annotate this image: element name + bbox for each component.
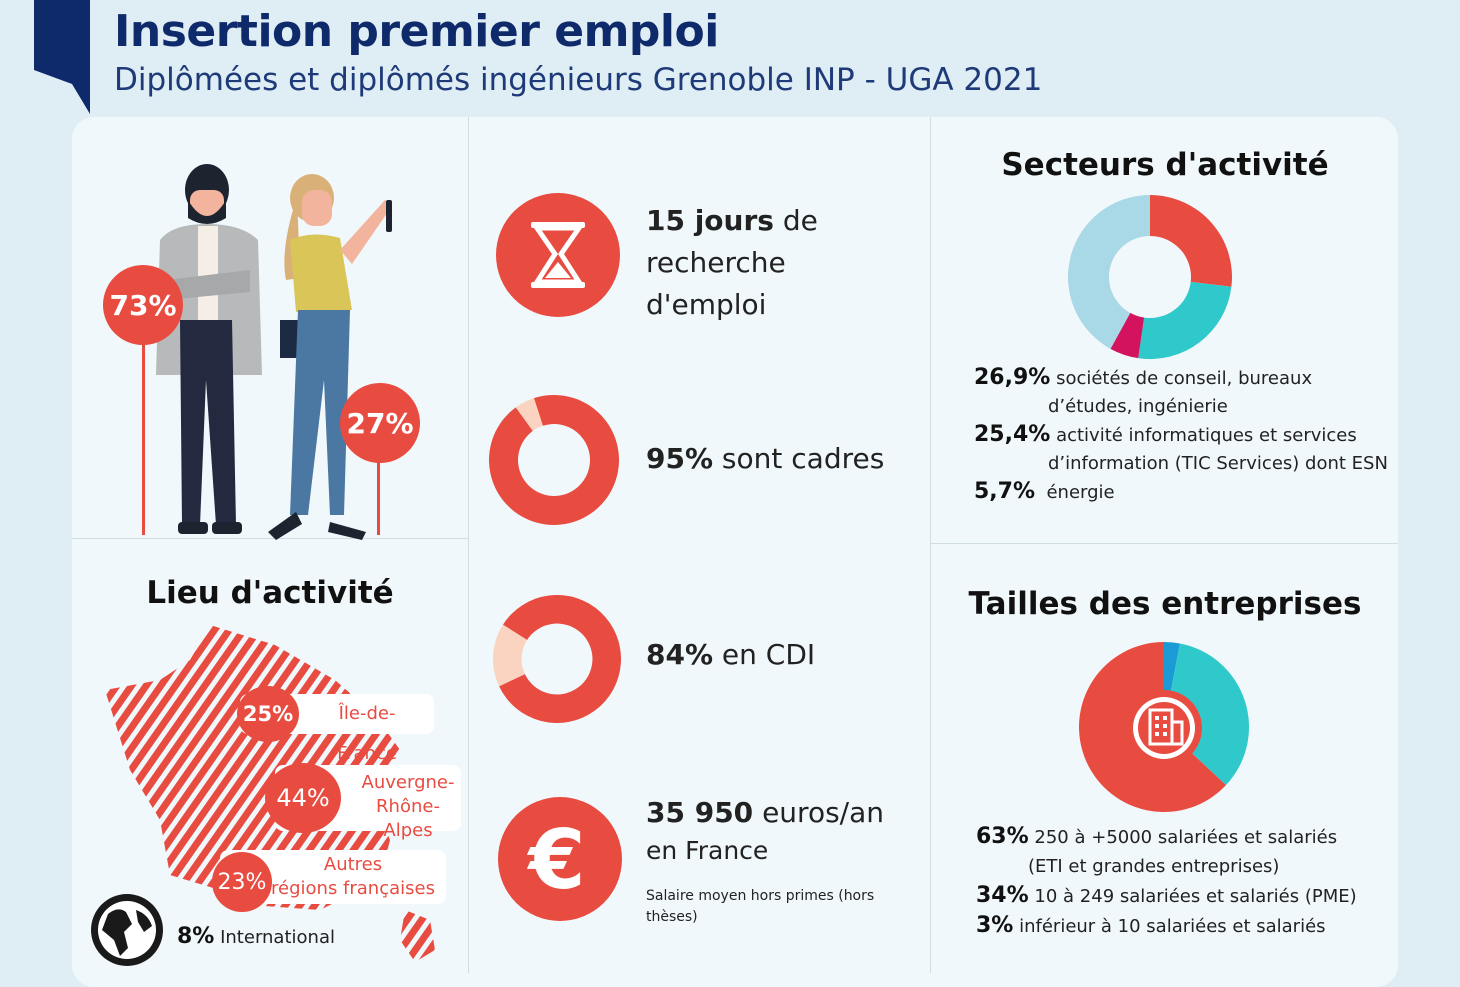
- salary-line2: en France: [646, 836, 769, 865]
- autres-label-2: régions françaises: [271, 878, 435, 899]
- search-days: 15 jours: [646, 204, 774, 237]
- ile-de-france-badge: 25%: [237, 686, 299, 742]
- autres-regions-badge: 23%: [212, 852, 272, 912]
- secteur-3-line1: énergie: [1046, 482, 1115, 503]
- secteur-3-pct: 5,7%: [974, 479, 1036, 504]
- svg-text:€: €: [526, 813, 585, 908]
- header-flag-icon: [34, 0, 90, 114]
- cdi-pct: 84%: [646, 638, 714, 671]
- cadres-pct: 95%: [646, 442, 714, 475]
- international-pct: 8%: [177, 924, 215, 949]
- cdi-donut: [493, 595, 622, 724]
- salary-amount: 35 950: [646, 796, 754, 829]
- international-label: International: [220, 927, 335, 948]
- secteur-2-line1: activité informatiques et services: [1056, 425, 1357, 446]
- cadres-label: sont cadres: [713, 442, 885, 475]
- secteur-slice-3: [1110, 312, 1145, 359]
- taille-1-line1: 250 à +5000 salariées et salariés: [1034, 827, 1338, 848]
- taille-3-pct: 3%: [976, 913, 1014, 938]
- salary-note-2: thèses): [646, 909, 698, 925]
- secteur-2-pct: 25,4%: [974, 422, 1051, 447]
- page-subtitle: Diplômées et diplômés ingénieurs Grenobl…: [114, 62, 1043, 98]
- secteur-1-line1: sociétés de conseil, bureaux: [1056, 368, 1313, 389]
- secteur-slice-1: [1150, 195, 1232, 287]
- men-percent-badge: 73%: [103, 265, 183, 345]
- lieu-title: Lieu d'activité: [146, 575, 394, 611]
- secteur-1-pct: 26,9%: [974, 365, 1051, 390]
- secteurs-title: Secteurs d'activité: [1001, 147, 1329, 183]
- women-percent-badge: 27%: [340, 383, 420, 463]
- salary-unit: euros/an: [753, 796, 884, 829]
- search-de: de: [773, 204, 818, 237]
- cdi-label: en CDI: [713, 638, 816, 671]
- page-title: Insertion premier emploi: [114, 6, 719, 57]
- euro-icon: €: [498, 797, 622, 921]
- search-line2: recherche: [646, 246, 786, 279]
- tailles-title: Tailles des entreprises: [968, 586, 1362, 622]
- cdi-slice-1: [499, 595, 622, 724]
- auvergne-label-1: Auvergne-: [361, 772, 455, 793]
- autres-label-1: Autres: [323, 854, 383, 875]
- auvergne-badge: 44%: [265, 763, 341, 833]
- taille-2-pct: 34%: [976, 883, 1029, 908]
- graduates-illustration: [142, 164, 392, 540]
- hourglass-icon: [496, 193, 620, 317]
- secteur-2-line2: d’information (TIC Services) dont ESN: [1048, 453, 1388, 474]
- secteur-slice-4: [1068, 195, 1150, 349]
- auvergne-label-2: Rhône-Alpes: [376, 796, 440, 841]
- cadres-slice-2: [515, 398, 543, 431]
- cadres-slice-1: [489, 395, 619, 525]
- taille-slice-2: [1164, 643, 1249, 786]
- salary-note-1: Salaire moyen hors primes (hors: [646, 888, 875, 904]
- taille-1-pct: 63%: [976, 824, 1029, 849]
- secteurs-donut: [1068, 195, 1232, 359]
- taille-1-line2: (ETI et grandes entreprises): [1028, 856, 1280, 877]
- taille-3-line1: inférieur à 10 salariées et salariés: [1019, 916, 1326, 937]
- cdi-slice-2: [493, 624, 528, 687]
- globe-icon: [91, 894, 163, 966]
- search-line3: d'emploi: [646, 288, 767, 321]
- cadres-donut: [489, 395, 619, 525]
- secteur-1-line2: d’études, ingénierie: [1048, 396, 1228, 417]
- secteur-slice-2: [1138, 281, 1232, 359]
- building-icon: [1126, 690, 1202, 766]
- ile-de-france-label: Île-de-France: [337, 703, 397, 764]
- taille-2-line1: 10 à 249 salariées et salariés (PME): [1034, 886, 1357, 907]
